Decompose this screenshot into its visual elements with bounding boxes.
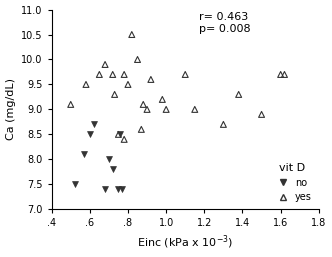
Point <box>144 107 150 112</box>
Legend: no, yes: no, yes <box>271 161 314 204</box>
Point <box>135 57 140 61</box>
Point <box>112 92 117 96</box>
Point <box>259 112 264 116</box>
Point <box>236 92 241 96</box>
Point <box>72 182 77 186</box>
Point <box>83 82 89 87</box>
Point <box>160 97 165 102</box>
Point <box>139 127 144 131</box>
Point <box>81 152 87 157</box>
Point <box>122 137 127 141</box>
Y-axis label: Ca (mg/dL): Ca (mg/dL) <box>6 78 16 140</box>
Point <box>118 132 123 136</box>
Point <box>102 187 108 191</box>
Point <box>120 187 125 191</box>
Point <box>129 32 134 36</box>
Point <box>116 187 121 191</box>
Point <box>116 132 121 136</box>
Point <box>110 72 115 77</box>
Point <box>282 72 287 77</box>
Point <box>110 167 115 171</box>
Point <box>68 102 73 106</box>
Point <box>278 72 283 77</box>
Point <box>122 72 127 77</box>
Point <box>91 122 96 126</box>
Point <box>125 82 130 87</box>
Point <box>163 107 169 112</box>
Point <box>87 132 93 136</box>
Point <box>97 72 102 77</box>
Point <box>102 62 108 67</box>
Point <box>106 157 112 161</box>
Point <box>140 102 146 106</box>
Point <box>148 77 153 81</box>
Text: r= 0.463
p= 0.008: r= 0.463 p= 0.008 <box>199 12 250 34</box>
Point <box>221 122 226 126</box>
X-axis label: Einc (kPa x 10$^{-3}$): Einc (kPa x 10$^{-3}$) <box>137 234 233 251</box>
Point <box>192 107 198 112</box>
Point <box>183 72 188 77</box>
